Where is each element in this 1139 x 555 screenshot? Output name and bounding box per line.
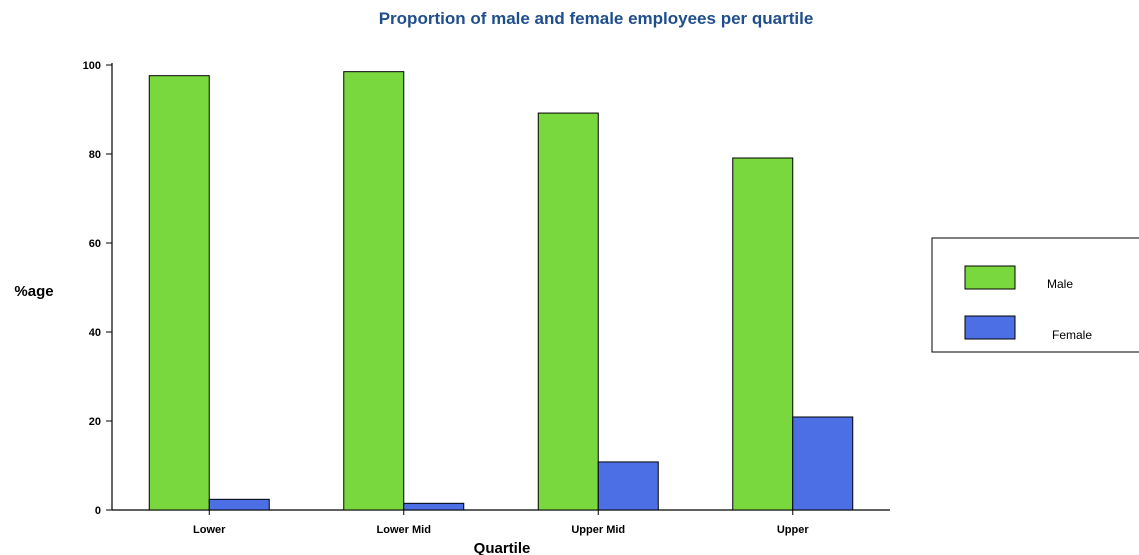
bar-female-lower-mid: [403, 502, 465, 511]
y-tick-label: 0: [95, 505, 101, 517]
y-tick-label: 80: [89, 149, 101, 161]
legend: Male Female: [931, 237, 1139, 353]
x-tick-label: Lower Mid: [377, 524, 431, 536]
y-tick-label: 20: [89, 416, 101, 428]
chart-title: Proportion of male and female employees …: [379, 9, 814, 28]
y-axis-label: %age: [14, 283, 53, 300]
bar-male-upper-mid: [537, 112, 599, 511]
y-tick-label: 40: [89, 327, 101, 339]
legend-swatch-female: [964, 315, 1016, 340]
y-tick-label: 100: [83, 60, 101, 72]
bar-female-lower: [208, 498, 270, 511]
bar-female-upper: [792, 416, 854, 511]
legend-label-male: Male: [1047, 277, 1073, 291]
legend-label-female: Female: [1052, 328, 1092, 342]
x-tick-label: Upper Mid: [571, 524, 625, 536]
x-tick-label: Lower: [193, 524, 226, 536]
legend-box: [931, 237, 1139, 353]
y-tick-label: 60: [89, 238, 101, 250]
x-axis-label: Quartile: [474, 540, 531, 555]
x-tick-label: Upper: [777, 524, 810, 536]
plot-area: 0 20 40 60 80 100 Lower Lower Mid Upper Mid Upper: [83, 60, 890, 536]
bar-male-lower-mid: [343, 71, 405, 511]
legend-swatch-male: [964, 265, 1016, 290]
bar-male-lower: [148, 75, 210, 511]
bar-male-upper: [732, 157, 794, 511]
bar-female-upper-mid: [597, 461, 659, 511]
